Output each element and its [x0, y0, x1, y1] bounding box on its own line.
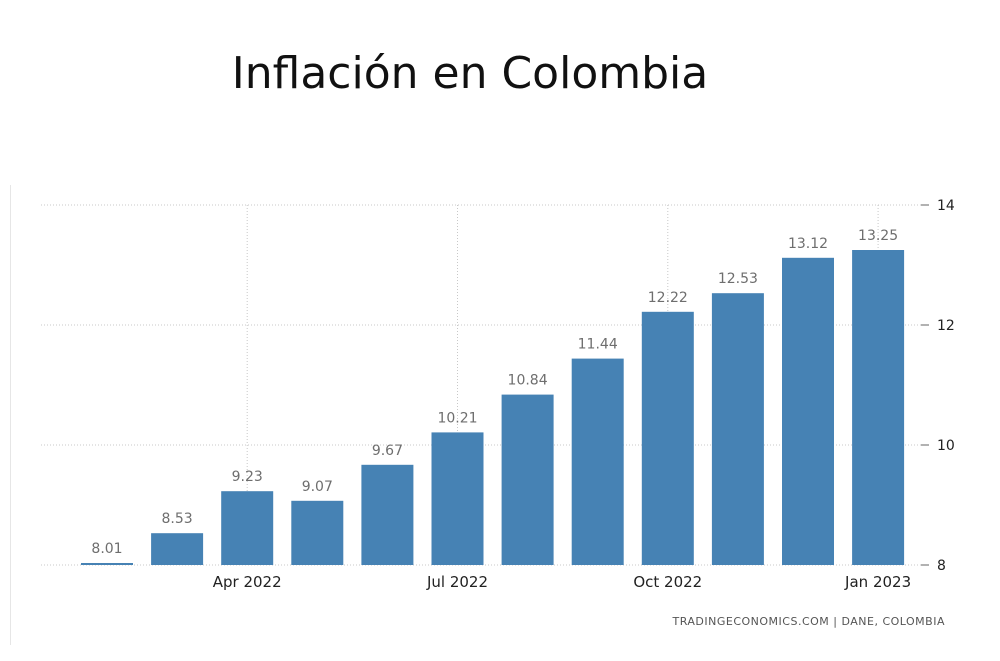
x-tick-label: Apr 2022 — [213, 573, 282, 591]
bar — [571, 358, 624, 565]
bar — [431, 432, 484, 565]
bar-chart: 8 10 12 14 Apr 2022 Jul 2022 Oct 2022 Jan 2023 8… — [41, 198, 955, 591]
data-label: 9.23 — [232, 469, 263, 485]
data-label: 13.25 — [858, 228, 898, 244]
data-label: 11.44 — [578, 337, 618, 353]
data-label: 10.21 — [437, 410, 477, 426]
bar — [151, 533, 204, 565]
y-tick-label: 14 — [937, 198, 955, 214]
data-label: 12.53 — [718, 271, 758, 287]
x-tick-label: Jul 2022 — [426, 573, 488, 591]
bar — [361, 464, 414, 565]
data-label: 10.84 — [508, 373, 548, 389]
bar — [291, 500, 344, 565]
data-label: 8.53 — [162, 511, 193, 527]
x-tick-label: Oct 2022 — [633, 573, 702, 591]
bar — [641, 311, 694, 565]
bar — [782, 257, 834, 565]
data-label: 9.67 — [372, 443, 403, 459]
bar — [81, 563, 133, 565]
bar — [501, 394, 554, 565]
bar — [852, 250, 905, 565]
y-tick-label: 10 — [937, 438, 955, 454]
data-label: 8.01 — [91, 541, 122, 557]
y-tick-label: 8 — [937, 558, 946, 574]
chart-area: 8 10 12 14 Apr 2022 Jul 2022 Oct 2022 Jan 2023 8… — [10, 185, 989, 645]
x-tick-label: Jan 2023 — [844, 573, 911, 591]
bar — [711, 293, 764, 565]
y-tick-label: 12 — [937, 318, 955, 334]
data-label: 13.12 — [788, 236, 828, 252]
data-label: 12.22 — [648, 290, 688, 306]
chart-title: Inflación en Colombia — [231, 48, 709, 99]
bar — [221, 491, 274, 565]
data-label: 9.07 — [302, 479, 333, 495]
source-credit: TRADINGECONOMICS.COM | DANE, COLOMBIA — [672, 615, 945, 628]
